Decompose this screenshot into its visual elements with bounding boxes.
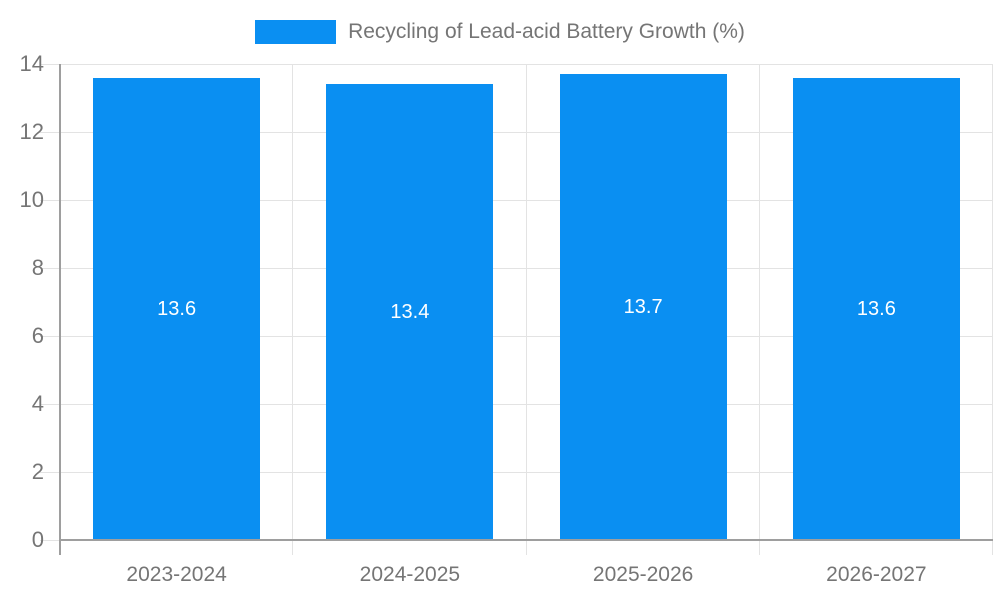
gridline-horizontal: [40, 200, 993, 201]
x-axis-category-label: 2023-2024: [126, 563, 227, 586]
y-axis-tick-label: 0: [31, 527, 44, 552]
x-axis-line: [60, 539, 993, 541]
bar-value-label: 13.4: [390, 301, 430, 324]
bar: [792, 77, 960, 540]
gridline-vertical: [758, 64, 760, 555]
gridline-horizontal: [40, 268, 993, 269]
gridline-horizontal: [40, 336, 993, 337]
y-axis-tick-label: 10: [19, 187, 44, 212]
gridline-horizontal: [40, 64, 993, 65]
gridline-horizontal: [40, 132, 993, 133]
bar-value-label: 13.6: [856, 297, 896, 320]
gridline-vertical: [525, 64, 527, 555]
x-axis-category-label: 2026-2027: [826, 563, 927, 586]
x-axis-category-label: 2024-2025: [359, 563, 461, 586]
bar: [326, 84, 494, 540]
bar-value-label: 13.7: [623, 296, 663, 319]
legend-swatch: [255, 19, 337, 44]
y-axis-line: [59, 64, 61, 555]
gridline-vertical: [292, 64, 294, 555]
gridline-horizontal: [40, 472, 993, 473]
y-axis-tick-label: 6: [31, 323, 44, 348]
gridline-horizontal: [40, 404, 993, 405]
bar: [93, 77, 261, 540]
y-axis-tick-label: 12: [19, 119, 44, 144]
chart-legend: Recycling of Lead-acid Battery Growth (%…: [0, 18, 1000, 45]
bar-value-label: 13.6: [157, 297, 197, 320]
y-axis-tick-label: 14: [19, 51, 44, 76]
y-axis-tick-label: 4: [31, 391, 44, 416]
x-axis-category-label: 2025-2026: [592, 563, 694, 586]
y-tick-mark: [40, 540, 60, 541]
legend-label: Recycling of Lead-acid Battery Growth (%…: [348, 20, 745, 43]
gridline-vertical: [992, 64, 993, 555]
y-axis-tick-label: 2: [31, 459, 44, 484]
bar: [559, 74, 727, 540]
y-axis-tick-label: 8: [31, 255, 44, 280]
